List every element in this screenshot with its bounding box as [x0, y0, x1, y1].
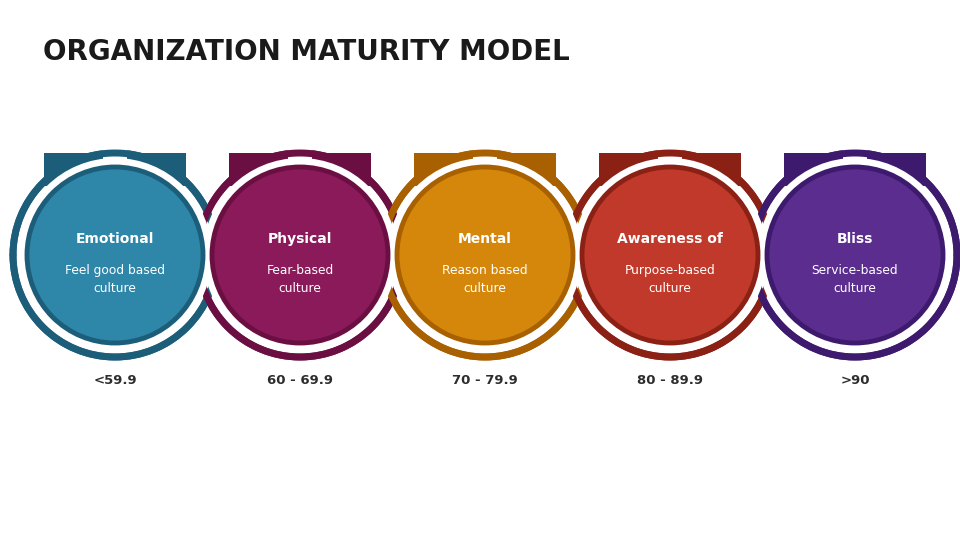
Text: Emotional: Emotional [76, 232, 155, 246]
Polygon shape [658, 148, 683, 186]
Circle shape [18, 158, 212, 352]
Circle shape [27, 167, 203, 343]
Polygon shape [414, 153, 472, 186]
Circle shape [767, 167, 943, 343]
Polygon shape [843, 148, 867, 186]
Polygon shape [472, 148, 497, 186]
Text: 70 - 79.9: 70 - 79.9 [452, 374, 517, 387]
Text: Service-based
culture: Service-based culture [812, 264, 899, 295]
Polygon shape [228, 153, 288, 186]
Circle shape [573, 158, 767, 352]
Text: Purpose-based
culture: Purpose-based culture [625, 264, 715, 295]
Circle shape [753, 153, 957, 357]
Polygon shape [128, 153, 186, 186]
Text: ORGANIZATION MATURITY MODEL: ORGANIZATION MATURITY MODEL [43, 38, 570, 66]
Text: Physical: Physical [268, 232, 332, 246]
Circle shape [212, 167, 388, 343]
Circle shape [397, 167, 573, 343]
Circle shape [582, 167, 758, 343]
Polygon shape [312, 153, 372, 186]
Circle shape [203, 158, 397, 352]
Text: >90: >90 [840, 374, 870, 387]
Text: 60 - 69.9: 60 - 69.9 [267, 374, 333, 387]
Polygon shape [497, 153, 557, 186]
Text: Bliss: Bliss [837, 232, 874, 246]
Polygon shape [867, 153, 926, 186]
Polygon shape [288, 148, 312, 186]
Polygon shape [599, 153, 658, 186]
Text: Reason based
culture: Reason based culture [443, 264, 528, 295]
Circle shape [758, 158, 952, 352]
Text: Mental: Mental [458, 232, 512, 246]
Circle shape [383, 153, 587, 357]
Text: Feel good based
culture: Feel good based culture [65, 264, 165, 295]
Circle shape [198, 153, 402, 357]
Circle shape [13, 153, 217, 357]
Text: Awareness of: Awareness of [617, 232, 723, 246]
Polygon shape [43, 153, 103, 186]
Text: Fear-based
culture: Fear-based culture [266, 264, 334, 295]
Polygon shape [103, 148, 128, 186]
Text: 80 - 89.9: 80 - 89.9 [637, 374, 703, 387]
Text: <59.9: <59.9 [93, 374, 137, 387]
Circle shape [568, 153, 772, 357]
Polygon shape [783, 153, 843, 186]
Polygon shape [683, 153, 741, 186]
Circle shape [388, 158, 582, 352]
